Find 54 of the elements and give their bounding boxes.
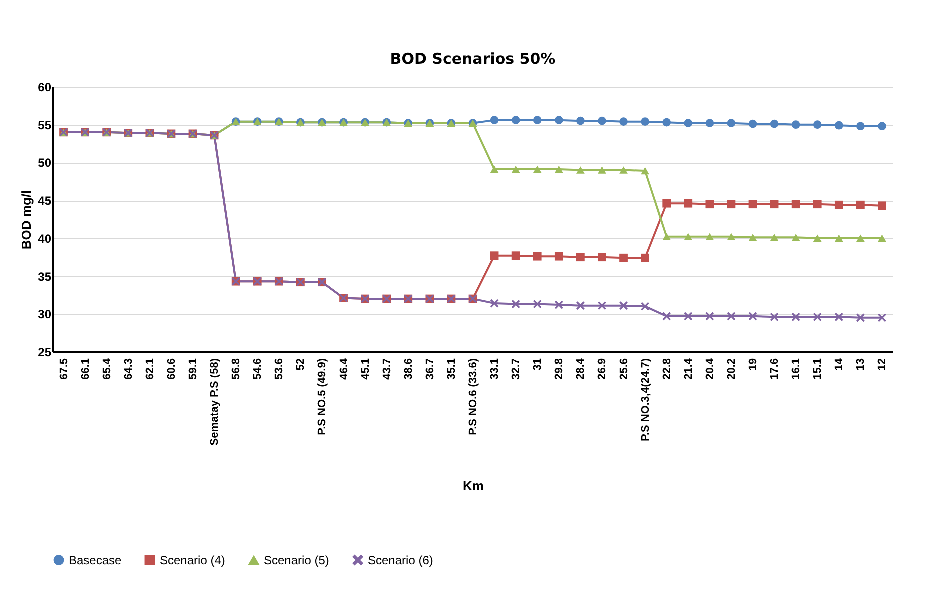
x-axis-title: Km bbox=[463, 478, 484, 494]
x-tick-label: 64.3 bbox=[122, 358, 135, 380]
x-tick-label: 31 bbox=[532, 358, 544, 371]
y-tick-label: 35 bbox=[38, 270, 52, 284]
legend-label: Basecase bbox=[69, 553, 122, 568]
x-tick-label: 28.4 bbox=[575, 358, 588, 380]
x-tick-label: 62.1 bbox=[144, 358, 156, 380]
x-tick-label: 32.7 bbox=[510, 358, 523, 380]
x-tick-label: 22.8 bbox=[661, 358, 674, 380]
x-tick-label: 19 bbox=[748, 358, 760, 371]
y-tick-label: 50 bbox=[38, 156, 52, 170]
x-tick-label: 33.1 bbox=[489, 358, 502, 380]
x-tick-label: 20.2 bbox=[726, 358, 738, 380]
x-tick-label: 21.4 bbox=[682, 358, 695, 380]
x-tick-label: 38.6 bbox=[402, 358, 415, 380]
x-tick-label: 16.1 bbox=[790, 358, 803, 380]
y-tick-label: 30 bbox=[38, 308, 52, 322]
x-tick-label: 43.7 bbox=[381, 358, 394, 380]
legend-label: Scenario (5) bbox=[264, 554, 330, 568]
x-tick-label: 67.5 bbox=[58, 358, 70, 380]
x-tick-label: 59.1 bbox=[188, 358, 200, 380]
y-tick-label: 25 bbox=[38, 346, 52, 360]
legend-label: Scenario (4) bbox=[160, 553, 226, 568]
chart-title: BOD Scenarios 50% bbox=[390, 50, 556, 68]
x-tick-label: P.S NO.3,4(24.7) bbox=[640, 358, 652, 442]
x-tick-label: P.S NO.6 (33.6) bbox=[468, 358, 480, 436]
x-tick-label: Sematay P.S (58) bbox=[209, 358, 222, 446]
x-tick-label: 54.6 bbox=[252, 358, 264, 380]
x-tick-label: 13 bbox=[855, 358, 868, 371]
x-tick-label: 52 bbox=[295, 358, 308, 371]
x-tick-label: 12 bbox=[876, 358, 889, 371]
x-tick-label: 65.4 bbox=[101, 358, 114, 380]
x-tick-label: 45.1 bbox=[360, 358, 372, 380]
x-tick-label: 53.6 bbox=[274, 358, 286, 380]
y-tick-label: 55 bbox=[38, 118, 52, 132]
x-tick-label: 35.1 bbox=[446, 358, 458, 380]
x-tick-label: 26.9 bbox=[596, 358, 609, 380]
legend-label: Scenario (6) bbox=[368, 553, 434, 568]
y-axis-title: BOD mg/l bbox=[19, 190, 34, 250]
x-tick-label: P.S NO.5 (49.9) bbox=[316, 358, 329, 436]
x-tick-label: 14 bbox=[834, 358, 846, 371]
x-tick-label: 29.8 bbox=[554, 358, 566, 380]
x-tick-label: 56.8 bbox=[230, 358, 243, 380]
x-tick-label: 66.1 bbox=[80, 358, 92, 380]
x-tick-label: 46.4 bbox=[338, 358, 350, 380]
y-tick-label: 45 bbox=[38, 194, 52, 208]
x-tick-label: 36.7 bbox=[424, 358, 436, 380]
y-tick-label: 60 bbox=[38, 80, 52, 94]
x-tick-label: 20.4 bbox=[704, 358, 716, 380]
x-tick-label: 17.6 bbox=[769, 358, 782, 380]
x-tick-label: 15.1 bbox=[812, 358, 824, 380]
x-tick-label: 60.6 bbox=[166, 358, 178, 380]
x-tick-label: 25.6 bbox=[618, 358, 630, 380]
y-tick-label: 40 bbox=[38, 232, 52, 246]
